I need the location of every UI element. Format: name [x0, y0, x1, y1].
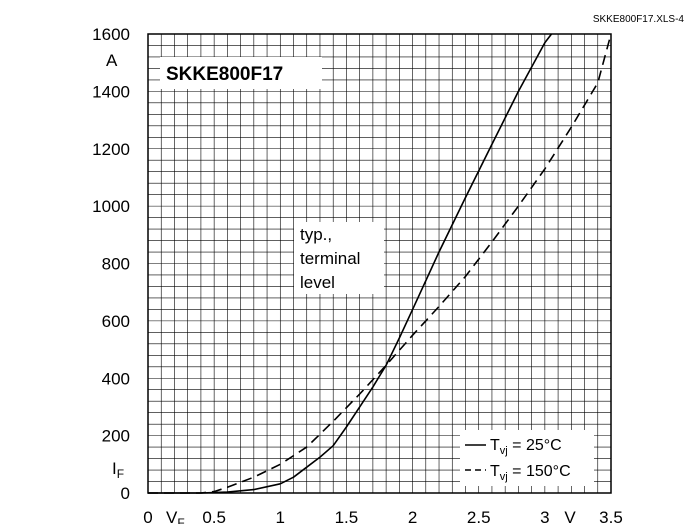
legend-bg: [460, 430, 594, 486]
x-tick-label: 2.5: [467, 508, 491, 524]
x-axis-label: VF: [166, 508, 185, 524]
y-axis-label-sub: F: [117, 467, 124, 481]
y-tick-label: 1600: [92, 25, 130, 44]
y-axis-ticks: 0 200 400 600 800 1000 1200 1400 1600: [92, 25, 130, 503]
y-axis-unit: A: [106, 51, 118, 70]
title-box: SKKE800F17: [160, 57, 322, 89]
y-tick-label: 1200: [92, 140, 130, 159]
chart-title: SKKE800F17: [166, 64, 283, 85]
annotation-box: typ., terminal level: [294, 222, 384, 294]
legend: Tvj = 25°C Tvj = 150°C: [460, 430, 594, 486]
plot-frame: [147, 33, 612, 494]
x-axis-label-main: V: [166, 508, 178, 524]
x-tick-label: 1.5: [335, 508, 359, 524]
legend-label-25c: Tvj = 25°C: [490, 437, 562, 457]
x-tick-label: 3: [540, 508, 549, 524]
y-axis-label: IF: [112, 459, 124, 481]
annotation-bg: [294, 222, 384, 294]
y-tick-label: 600: [102, 312, 130, 331]
annotation-line-3: level: [300, 273, 335, 292]
annotation-line-2: terminal: [300, 249, 360, 268]
x-axis-unit: V: [564, 508, 576, 524]
x-tick-label: 1: [276, 508, 285, 524]
y-tick-label: 800: [102, 255, 130, 274]
x-tick-label: 3.5: [599, 508, 623, 524]
x-tick-label: 0.5: [202, 508, 226, 524]
y-tick-label: 0: [121, 484, 130, 503]
y-tick-label: 200: [102, 427, 130, 446]
legend-label-150c: Tvj = 150°C: [490, 463, 571, 483]
series-group: [148, 33, 612, 494]
y-tick-label: 1000: [92, 197, 130, 216]
annotation-line-1: typ.,: [300, 225, 332, 244]
x-axis-ticks: 0 0.5 1 1.5 2 2.5 3 3.5: [143, 508, 623, 524]
x-tick-label: 0: [143, 508, 152, 524]
x-tick-label: 2: [408, 508, 417, 524]
y-tick-label: 1400: [92, 82, 130, 101]
series-line-25c: [148, 33, 553, 494]
x-axis-label-sub: F: [177, 516, 184, 524]
y-axis-label-main: I: [112, 459, 117, 478]
y-tick-label: 400: [102, 369, 130, 388]
source-label: SKKE800F17.XLS-4: [593, 14, 685, 25]
title-box-bg: [160, 57, 322, 89]
series-line-150c: [148, 33, 612, 494]
